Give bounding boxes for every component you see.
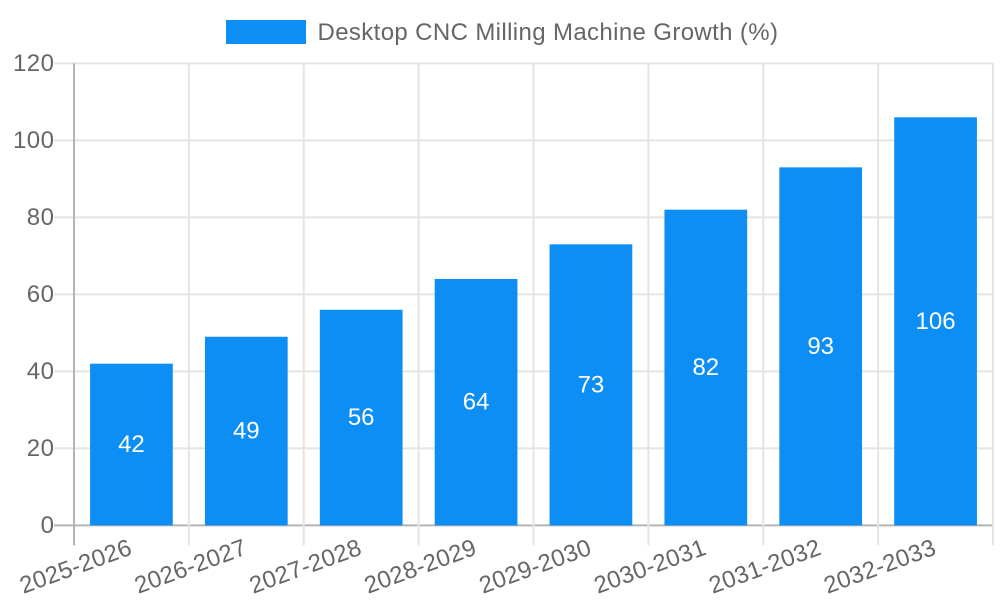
svg-text:2025-2026: 2025-2026 <box>16 534 135 599</box>
svg-text:42: 42 <box>118 431 145 458</box>
svg-text:120: 120 <box>13 50 55 77</box>
svg-text:100: 100 <box>13 127 55 154</box>
svg-text:49: 49 <box>233 418 260 445</box>
svg-text:40: 40 <box>27 358 55 385</box>
svg-text:2032-2033: 2032-2033 <box>820 534 939 599</box>
svg-text:64: 64 <box>463 389 490 416</box>
svg-text:2027-2028: 2027-2028 <box>246 534 365 599</box>
svg-text:20: 20 <box>27 435 55 462</box>
svg-text:60: 60 <box>27 281 55 308</box>
svg-text:2031-2032: 2031-2032 <box>705 534 824 599</box>
svg-text:80: 80 <box>27 204 55 231</box>
svg-text:2028-2029: 2028-2029 <box>361 534 480 599</box>
svg-text:106: 106 <box>916 308 956 335</box>
svg-text:73: 73 <box>578 371 605 398</box>
svg-text:2026-2027: 2026-2027 <box>131 534 250 599</box>
svg-text:0: 0 <box>41 512 55 539</box>
svg-text:2029-2030: 2029-2030 <box>476 534 595 599</box>
svg-text:Desktop CNC Milling Machine Gr: Desktop CNC Milling Machine Growth (%) <box>318 19 779 46</box>
svg-text:93: 93 <box>807 333 834 360</box>
svg-text:56: 56 <box>348 404 375 431</box>
svg-text:82: 82 <box>692 354 719 381</box>
svg-text:2030-2031: 2030-2031 <box>591 534 710 599</box>
